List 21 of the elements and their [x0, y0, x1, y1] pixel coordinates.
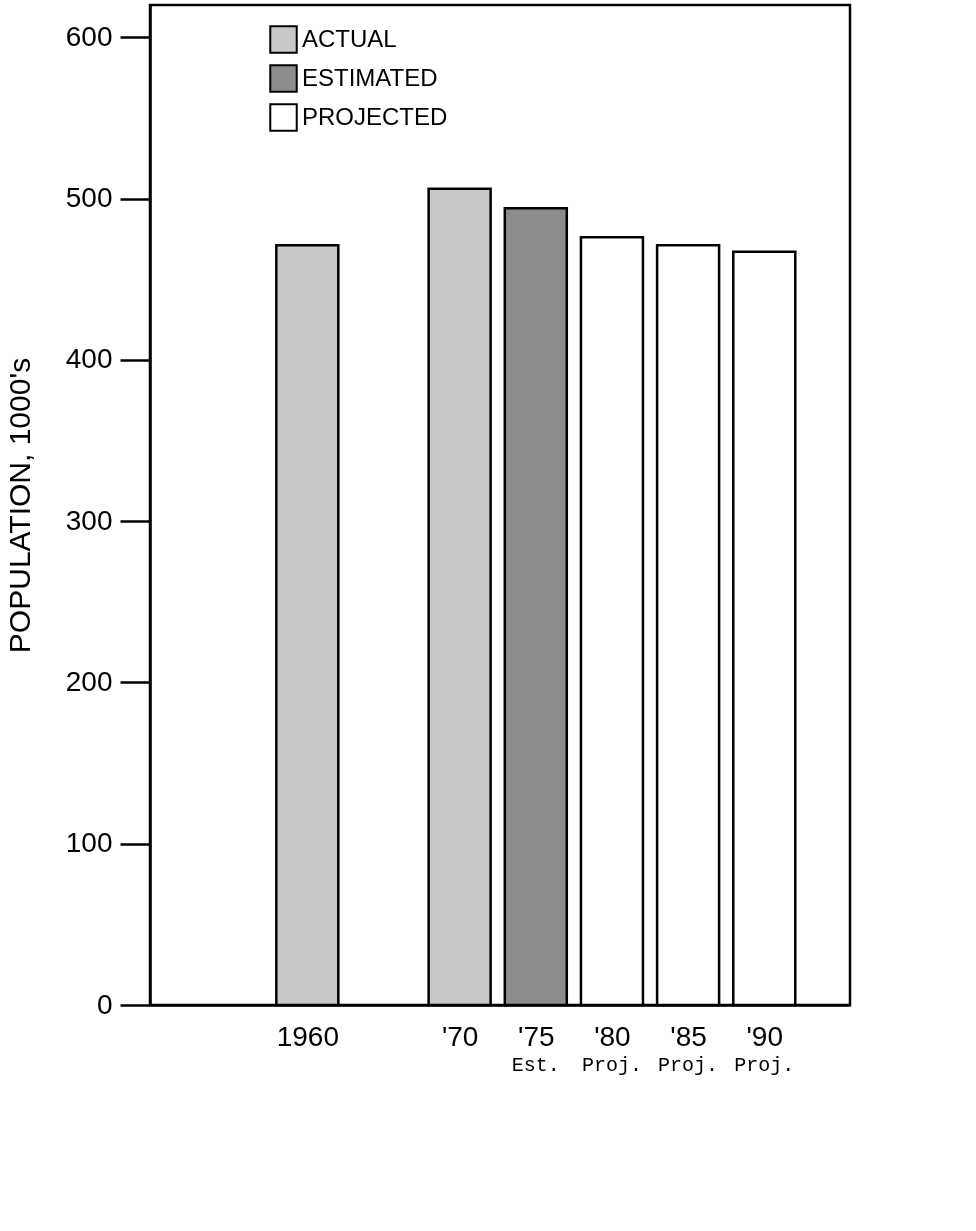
x-tick-label: '85 — [670, 1020, 707, 1052]
x-tick-label: '70 — [441, 1020, 479, 1052]
y-tick-label: 200 — [65, 665, 113, 697]
x-tick-label: '90 — [746, 1020, 784, 1052]
x-tick-label: '80 — [594, 1020, 631, 1052]
y-tick-label: 0 — [96, 988, 113, 1020]
text: Proj. — [581, 1054, 642, 1077]
y-axis-title: POPULATION, 1000's — [2, 357, 36, 654]
legend-label: ACTUAL — [302, 24, 397, 52]
y-tick-label: 300 — [65, 504, 113, 536]
y-tick-label: 100 — [65, 827, 113, 859]
text: Proj. — [734, 1054, 795, 1077]
text: Proj. — [658, 1054, 719, 1077]
text: Est. — [511, 1054, 560, 1077]
legend-label: PROJECTED — [302, 102, 448, 130]
legend-label: ESTIMATED — [302, 63, 438, 91]
y-tick-label: 500 — [65, 182, 113, 214]
y-tick-label: 400 — [65, 343, 113, 375]
y-tick-label: 600 — [65, 20, 113, 52]
x-tick-label: 1960 — [276, 1020, 339, 1052]
x-tick-label: '75 — [518, 1020, 555, 1052]
